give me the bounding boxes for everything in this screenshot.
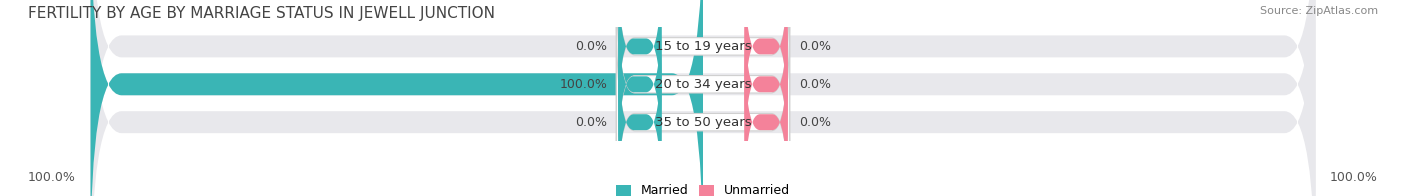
Text: Source: ZipAtlas.com: Source: ZipAtlas.com [1260, 6, 1378, 16]
Text: 15 to 19 years: 15 to 19 years [655, 40, 751, 53]
FancyBboxPatch shape [744, 35, 787, 196]
FancyBboxPatch shape [616, 0, 790, 189]
FancyBboxPatch shape [90, 0, 1316, 196]
Text: FERTILITY BY AGE BY MARRIAGE STATUS IN JEWELL JUNCTION: FERTILITY BY AGE BY MARRIAGE STATUS IN J… [28, 6, 495, 21]
Legend: Married, Unmarried: Married, Unmarried [616, 184, 790, 196]
FancyBboxPatch shape [616, 0, 790, 151]
Text: 35 to 50 years: 35 to 50 years [655, 116, 751, 129]
FancyBboxPatch shape [619, 35, 662, 196]
FancyBboxPatch shape [619, 0, 662, 171]
Text: 0.0%: 0.0% [799, 78, 831, 91]
Text: 20 to 34 years: 20 to 34 years [655, 78, 751, 91]
FancyBboxPatch shape [744, 0, 787, 133]
Text: 100.0%: 100.0% [28, 171, 76, 184]
Text: 0.0%: 0.0% [799, 116, 831, 129]
Text: 100.0%: 100.0% [560, 78, 607, 91]
Text: 0.0%: 0.0% [575, 40, 607, 53]
Text: 100.0%: 100.0% [1330, 171, 1378, 184]
Text: 0.0%: 0.0% [799, 40, 831, 53]
FancyBboxPatch shape [744, 0, 787, 171]
FancyBboxPatch shape [90, 0, 1316, 196]
FancyBboxPatch shape [90, 0, 1316, 196]
FancyBboxPatch shape [616, 17, 790, 196]
FancyBboxPatch shape [90, 0, 703, 196]
FancyBboxPatch shape [619, 0, 662, 133]
Text: 0.0%: 0.0% [575, 116, 607, 129]
